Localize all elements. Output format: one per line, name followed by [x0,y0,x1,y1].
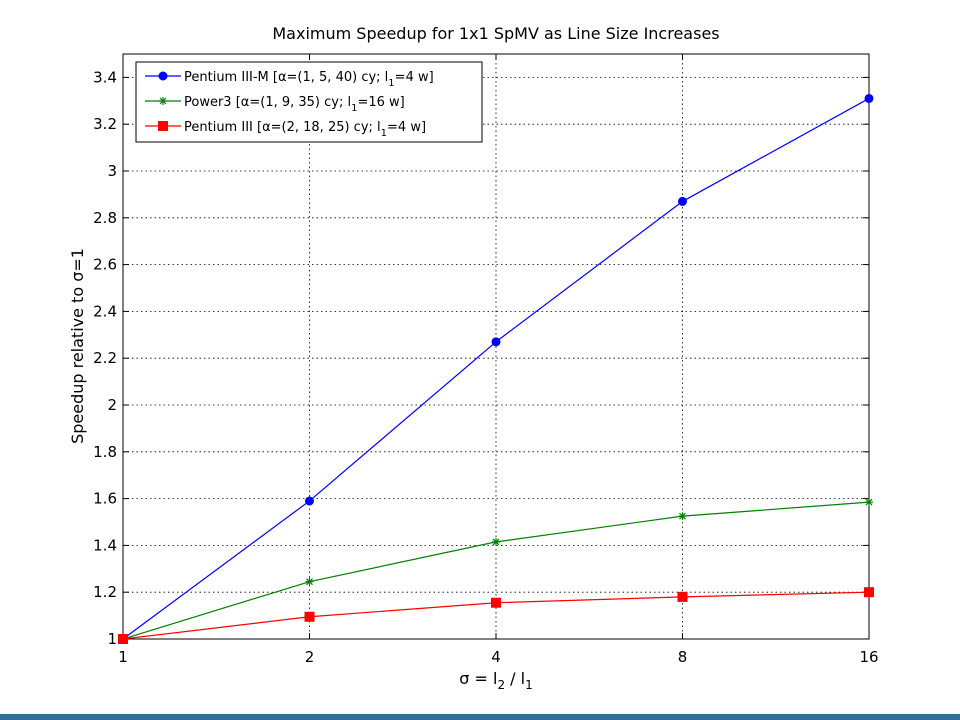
y-tick-label: 1.2 [93,583,117,601]
axis-ticks: 1 2 4 8 16 1 1.2 1.4 1.6 1.8 2 2.2 2.4 2.6 2.8 3 3.2 3.4 [93,54,879,666]
data-point-power3 [492,537,500,546]
y-tick-label: 1 [107,630,117,648]
x-tick-label: 4 [491,648,501,666]
x-axis-label: σ = l2 / l1 [459,669,532,692]
y-tick-label: 3.4 [93,68,117,86]
y-tick-label: 1.8 [93,443,117,461]
y-tick-label: 1.4 [93,536,117,554]
data-point-power3 [678,512,687,521]
data-point-pentium-iii-m [305,496,314,506]
y-tick-label: 2.4 [93,302,117,320]
data-point-pentium-iii-m [491,337,501,347]
legend-marker-pentium-iii-m [158,71,168,81]
y-tick-label: 2.6 [93,256,117,274]
legend: Pentium III-M [α=(1, 5, 40) cy; l1=4 w] P… [135,61,483,143]
y-tick-label: 3 [107,162,117,180]
y-tick-label: 2.2 [93,349,117,367]
series-lines [118,93,874,644]
data-point-pentium-iii [677,591,688,602]
y-tick-label: 2.8 [93,209,117,227]
window-bottom-bar [0,714,960,720]
data-point-power3 [865,498,873,507]
legend-marker-pentium-iii [158,121,168,131]
series-line-pentium-iii-m [122,97,870,640]
data-point-power3 [305,577,314,586]
x-tick-label: 2 [305,648,315,666]
chart-title: Maximum Speedup for 1x1 SpMV as Line Siz… [272,24,719,43]
data-point-pentium-iii-m [678,196,687,206]
data-point-pentium-iii [304,611,315,622]
y-axis-label: Speedup relative to σ=1 [68,248,87,444]
data-point-pentium-iii [491,597,501,608]
data-point-pentium-iii [118,634,128,644]
x-tick-label: 8 [678,648,688,666]
y-tick-label: 3.2 [93,115,117,133]
legend-label-pentium-iii-m: Pentium III-M [α=(1, 5, 40) cy; l1=4 w] [184,70,434,89]
x-tick-label: 16 [859,648,878,666]
legend-marker-power3 [159,97,167,105]
x-tick-label: 1 [118,648,128,666]
legend-label-power3: Power3 [α=(1, 9, 35) cy; l1=16 w] [184,95,405,114]
y-tick-label: 1.6 [93,490,117,508]
legend-label-pentium-iii: Pentium III [α=(2, 18, 25) cy; l1=4 w] [184,120,426,139]
data-point-pentium-iii [864,587,874,598]
y-tick-label: 2 [107,396,117,414]
data-point-pentium-iii-m [864,93,874,103]
legend-box [135,61,483,143]
